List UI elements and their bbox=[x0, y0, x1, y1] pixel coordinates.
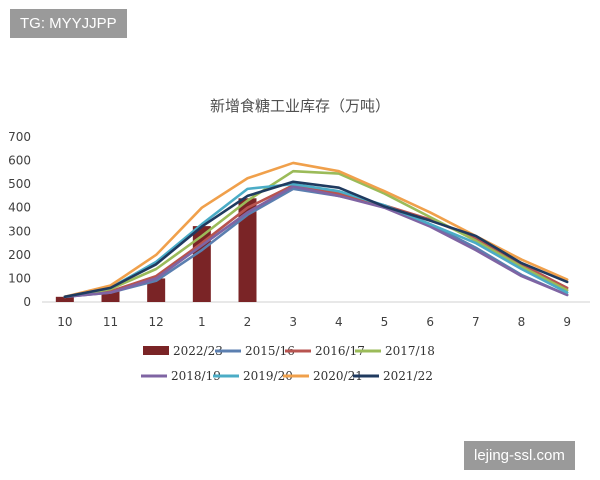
x-tick-label: 7 bbox=[472, 315, 480, 329]
x-tick-label: 10 bbox=[57, 315, 72, 329]
legend-item: 2016/17 bbox=[285, 344, 365, 358]
y-tick-label: 300 bbox=[8, 224, 31, 238]
y-tick-label: 0 bbox=[23, 295, 31, 309]
y-tick-label: 700 bbox=[8, 130, 31, 144]
watermark-bottom: lejing-ssl.com bbox=[464, 441, 575, 470]
bar bbox=[147, 278, 166, 302]
x-tick-label: 9 bbox=[563, 315, 571, 329]
bar bbox=[55, 296, 74, 302]
legend-label: 2021/22 bbox=[383, 369, 433, 383]
legend-item: 2019/20 bbox=[213, 369, 293, 383]
legend-label: 2017/18 bbox=[385, 344, 435, 358]
series-line bbox=[63, 182, 569, 299]
x-tick-label: 5 bbox=[381, 315, 389, 329]
x-tick-label: 3 bbox=[289, 315, 297, 329]
x-tick-label: 11 bbox=[103, 315, 118, 329]
legend-item: 2022/23 bbox=[143, 344, 223, 358]
legend-item: 2018/19 bbox=[141, 369, 221, 383]
watermark-top: TG: MYYJJPP bbox=[10, 9, 127, 38]
chart-legend: 2022/23 2015/16 2016/17 2017/18 2018/19 2019/… bbox=[141, 344, 435, 383]
bar-series bbox=[55, 198, 257, 302]
y-tick-label: 500 bbox=[8, 177, 31, 191]
x-tick-label: 2 bbox=[244, 315, 252, 329]
line-series-group bbox=[63, 161, 569, 299]
legend-label: 2018/19 bbox=[171, 369, 221, 383]
bar bbox=[238, 198, 257, 302]
x-tick-label: 4 bbox=[335, 315, 343, 329]
x-tick-label: 8 bbox=[518, 315, 526, 329]
series-line bbox=[63, 180, 569, 299]
series-line bbox=[63, 169, 569, 299]
legend-item: 2015/16 bbox=[215, 344, 295, 358]
legend-label: 2015/16 bbox=[245, 344, 295, 358]
x-tick-label: 12 bbox=[149, 315, 164, 329]
bar bbox=[101, 290, 120, 302]
legend-label: 2019/20 bbox=[243, 369, 293, 383]
y-tick-label: 100 bbox=[8, 271, 31, 285]
y-tick-label: 400 bbox=[8, 201, 31, 215]
y-tick-label: 600 bbox=[8, 154, 31, 168]
x-tick-label: 6 bbox=[426, 315, 434, 329]
y-tick-label: 200 bbox=[8, 248, 31, 262]
line-path bbox=[63, 180, 569, 299]
legend-label: 2020/21 bbox=[313, 369, 363, 383]
legend-label: 2016/17 bbox=[315, 344, 365, 358]
legend-swatch bbox=[143, 346, 169, 355]
legend-label: 2022/23 bbox=[173, 344, 223, 358]
series-line bbox=[63, 184, 569, 299]
series-line bbox=[63, 185, 569, 299]
line-path bbox=[63, 185, 569, 299]
legend-item: 2021/22 bbox=[353, 369, 433, 383]
legend-item: 2020/21 bbox=[283, 369, 363, 383]
chart-title: 新增食糖工业库存（万吨） bbox=[210, 97, 390, 115]
line-path bbox=[63, 169, 569, 299]
x-tick-label: 1 bbox=[198, 315, 206, 329]
line-path bbox=[63, 184, 569, 299]
legend-item: 2017/18 bbox=[355, 344, 435, 358]
line-path bbox=[63, 182, 569, 299]
